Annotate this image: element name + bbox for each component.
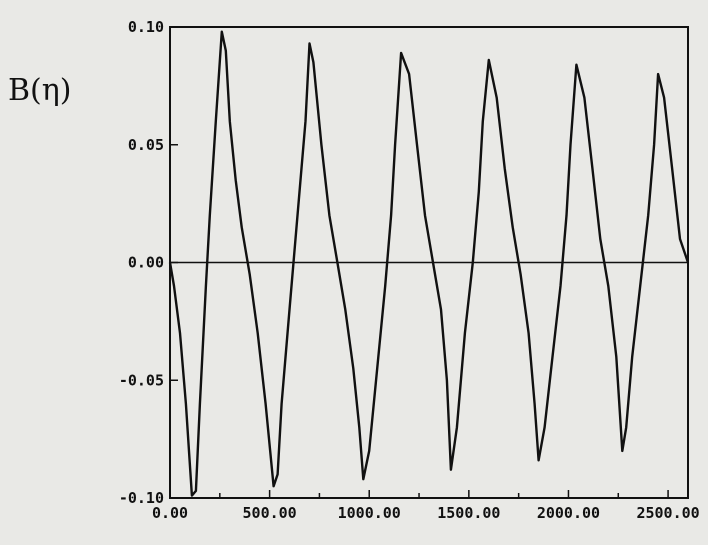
y-axis-ticks: 0.10 0.05 0.00 -0.05 -0.10	[119, 18, 178, 507]
y-tick-label: 0.05	[128, 136, 164, 154]
y-axis-label: B(η)	[8, 73, 71, 108]
y-tick-label: 0.10	[128, 18, 164, 36]
y-tick-label: -0.10	[119, 489, 164, 507]
series-layer	[168, 30, 690, 497]
x-tick-label: 0.00	[152, 504, 188, 522]
y-tick-label: -0.05	[119, 371, 164, 389]
x-tick-label: 2500.00	[636, 504, 699, 522]
x-tick-label: 1500.00	[437, 504, 500, 522]
x-tick-label: 2000.00	[537, 504, 600, 522]
y-tick-label: 0.00	[128, 254, 164, 272]
x-tick-label: 1000.00	[338, 504, 401, 522]
x-tick-label: 500.00	[243, 504, 297, 522]
x-axis-ticks: 0.00 500.00 1000.00 1500.00 2000.00 2500.00	[152, 490, 700, 522]
series-line-0	[168, 30, 690, 497]
